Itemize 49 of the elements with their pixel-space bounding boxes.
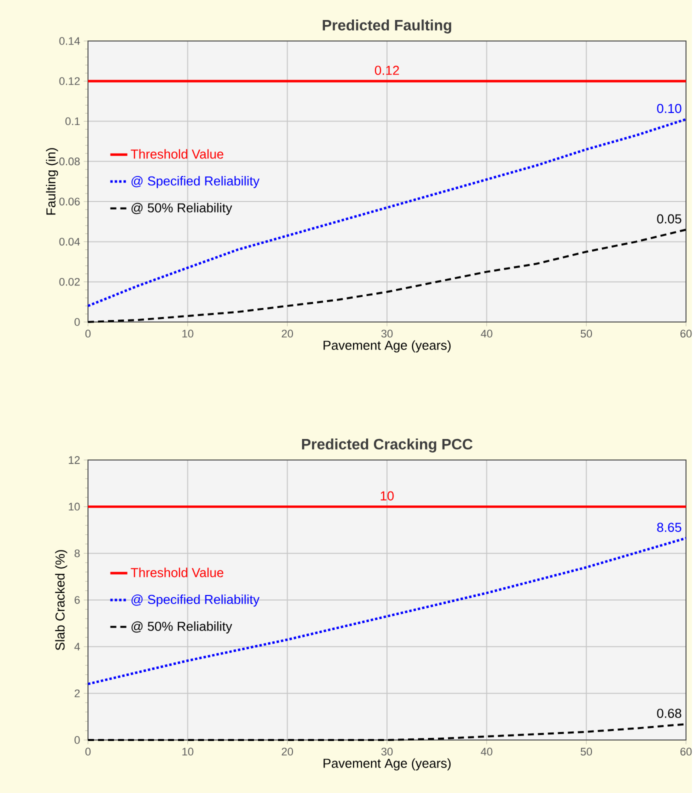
x-tick-label: 50 bbox=[580, 748, 592, 756]
x-tick-label: 50 bbox=[580, 330, 592, 338]
y-tick-label: 0.1 bbox=[65, 117, 80, 126]
y-tick-label: 4 bbox=[74, 642, 80, 650]
y-tick-label: 0 bbox=[74, 318, 80, 326]
legend-label: @ 50% Reliability bbox=[131, 621, 232, 634]
x-tick-label: 0 bbox=[85, 748, 90, 756]
y-tick-label: 0 bbox=[74, 736, 80, 744]
legend-label: @ 50% Reliability bbox=[131, 202, 232, 215]
y-tick-label: 0.08 bbox=[59, 158, 80, 166]
x-tick-label: 40 bbox=[480, 330, 492, 338]
y-tick-label: 8 bbox=[74, 549, 80, 558]
data-label: 0.10 bbox=[656, 104, 682, 114]
y-tick-label: 0.12 bbox=[59, 77, 80, 86]
x-tick-label: 60 bbox=[680, 330, 692, 338]
y-axis-title: Faulting (in) bbox=[46, 148, 58, 215]
data-label: 0.68 bbox=[656, 708, 682, 718]
data-label: 0.12 bbox=[374, 66, 399, 75]
y-tick-label: 0.04 bbox=[59, 238, 80, 246]
x-tick-label: 10 bbox=[182, 330, 194, 338]
x-tick-label: 30 bbox=[381, 330, 392, 338]
legend-label: Threshold Value bbox=[130, 568, 224, 578]
chart-title: Predicted Cracking PCC bbox=[302, 438, 472, 452]
x-tick-label: 10 bbox=[182, 748, 194, 756]
x-tick-label: 40 bbox=[480, 748, 492, 756]
y-tick-label: 12 bbox=[68, 456, 80, 464]
x-axis-title: Pavement Age (years) bbox=[323, 758, 450, 770]
line-series bbox=[86, 536, 687, 686]
data-label: 10 bbox=[380, 491, 394, 500]
chart-title: Predicted Faulting bbox=[322, 19, 451, 34]
data-label: 8.65 bbox=[656, 522, 682, 532]
legend-label: Threshold Value bbox=[130, 149, 224, 159]
line-series bbox=[86, 118, 687, 308]
y-tick-label: 2 bbox=[74, 690, 80, 698]
legend-label: @ Specified Reliability bbox=[131, 176, 260, 188]
y-tick-label: 0.14 bbox=[59, 37, 80, 45]
x-tick-label: 60 bbox=[680, 748, 692, 756]
x-axis-title: Pavement Age (years) bbox=[323, 340, 450, 352]
y-tick-label: 0.06 bbox=[59, 198, 80, 206]
data-label: 0.05 bbox=[656, 214, 682, 224]
x-tick-label: 20 bbox=[282, 330, 293, 338]
y-tick-label: 0.02 bbox=[59, 278, 80, 286]
x-tick-label: 30 bbox=[381, 748, 392, 756]
y-tick-label: 6 bbox=[74, 596, 80, 604]
legend-label: @ Specified Reliability bbox=[131, 594, 260, 607]
y-axis-title: Slab Cracked (%) bbox=[54, 550, 67, 650]
x-tick-label: 0 bbox=[85, 330, 90, 338]
x-tick-label: 20 bbox=[282, 748, 293, 756]
y-tick-label: 10 bbox=[68, 502, 80, 511]
